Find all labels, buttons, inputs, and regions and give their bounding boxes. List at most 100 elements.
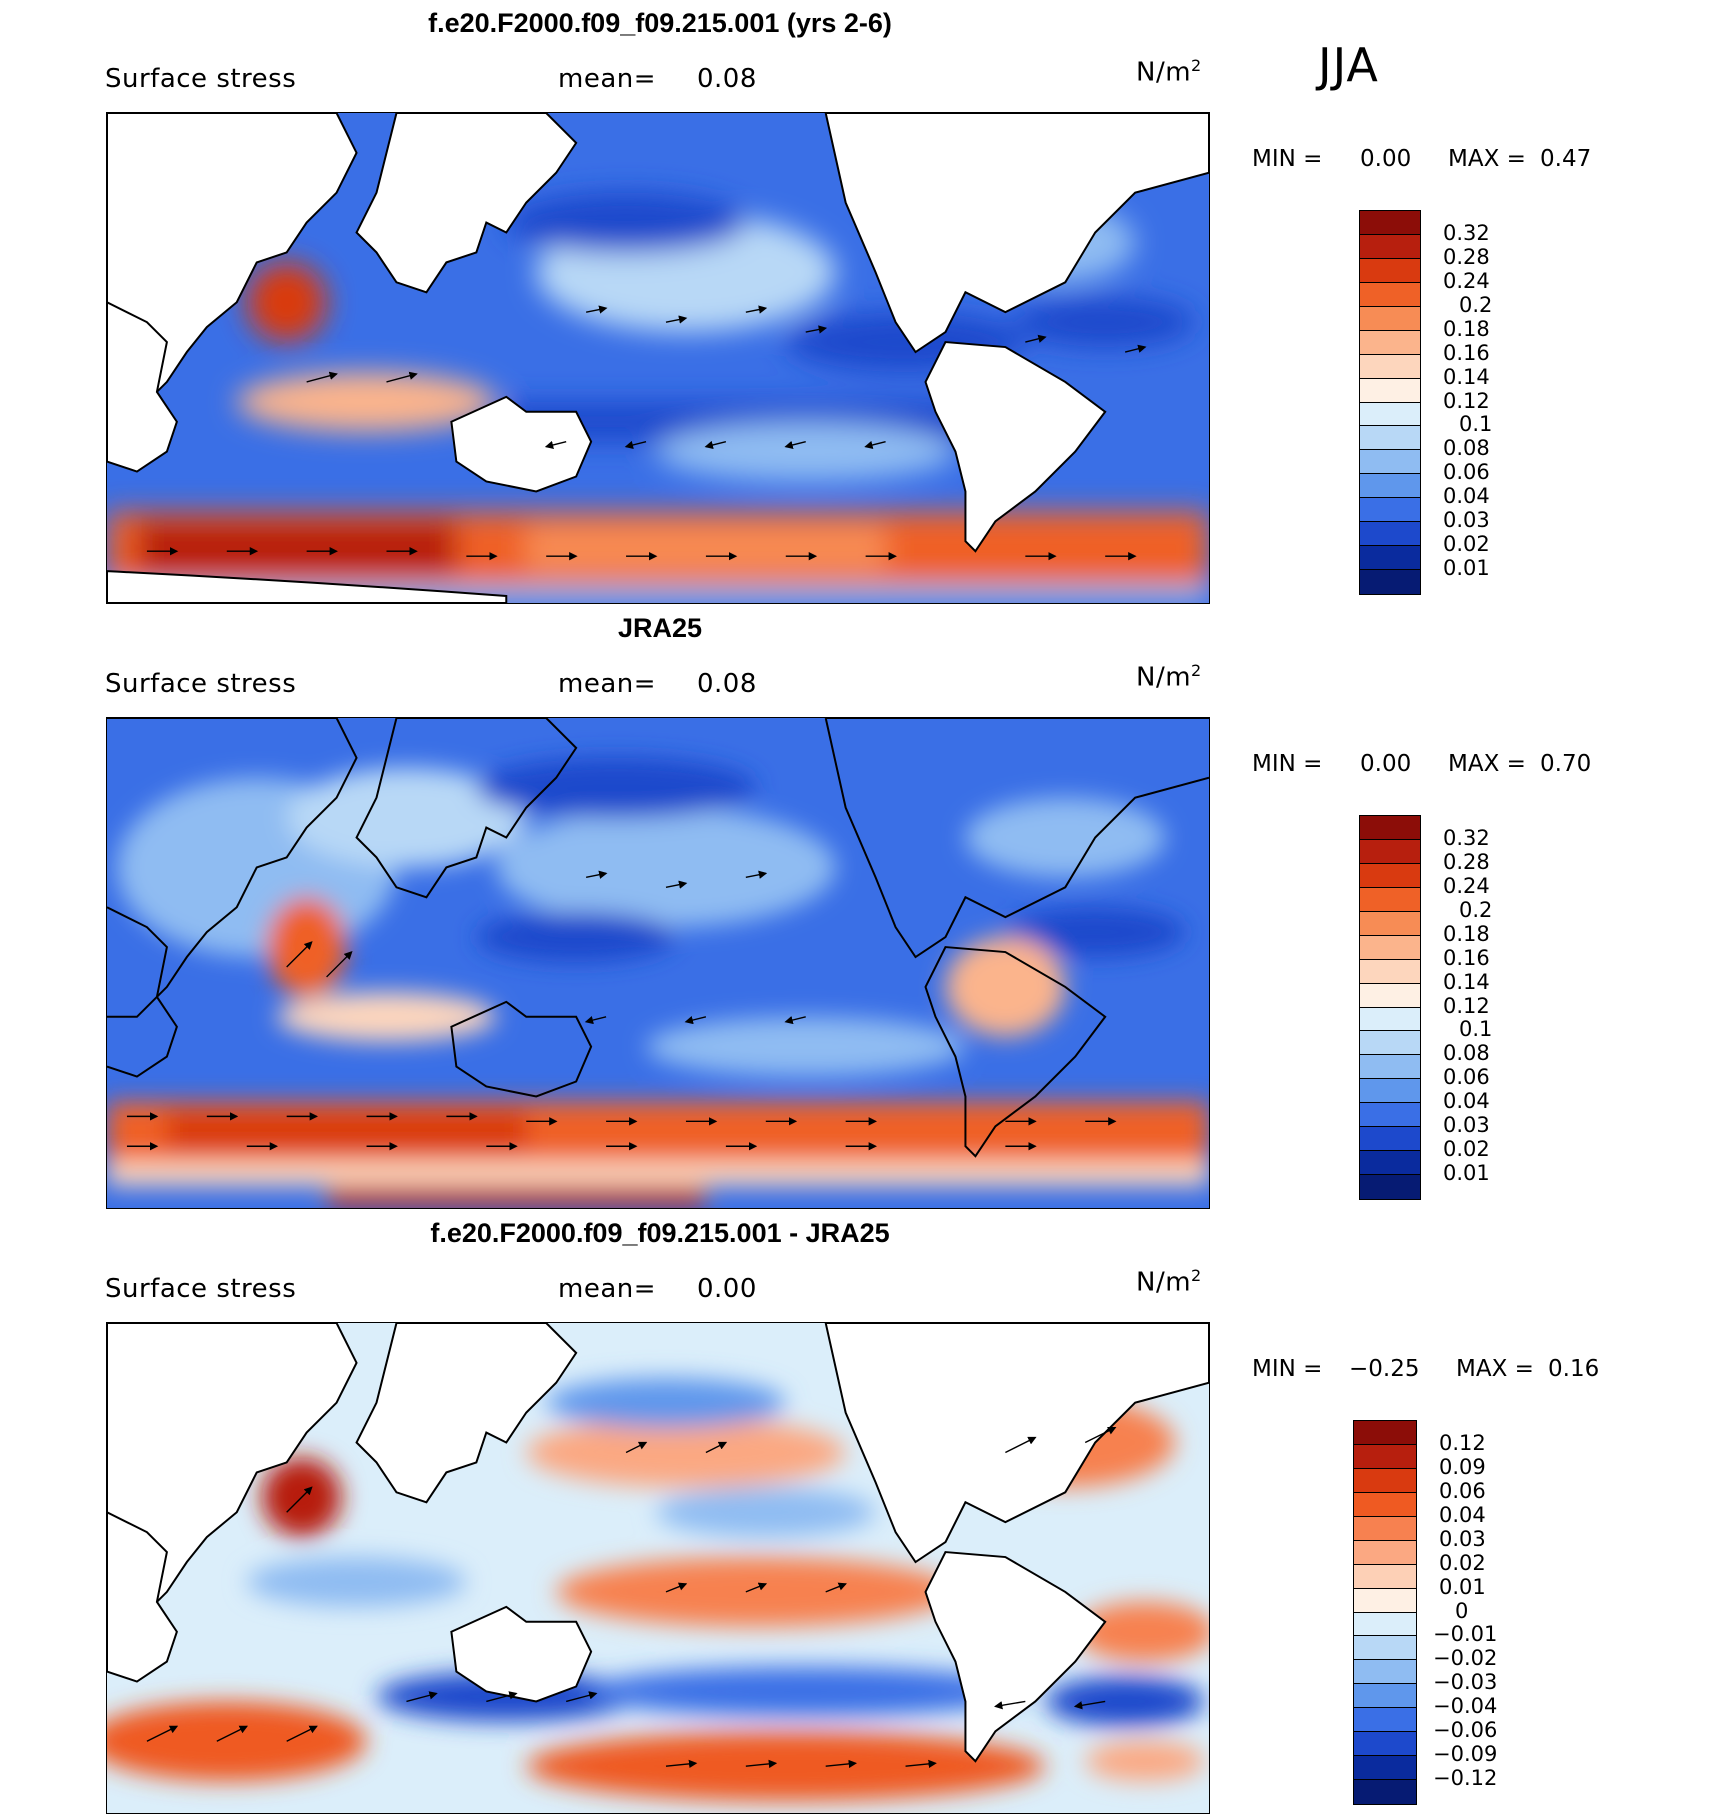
- colorbar-tick-label: 0.03: [1443, 508, 1490, 533]
- colorbar-tick-label: 0.1: [1459, 1017, 1493, 1042]
- colorbar-tick-label: 0.01: [1443, 1161, 1490, 1186]
- map-difference: [106, 1322, 1210, 1814]
- colorbar-tick-label: 0.12: [1443, 388, 1490, 413]
- colorbar-tick-label: 0.12: [1439, 1430, 1486, 1455]
- colorbar-swatch: [1354, 1660, 1416, 1685]
- colorbar-tick-label: −0.03: [1433, 1670, 1498, 1695]
- colorbar-swatch: [1360, 354, 1420, 379]
- colorbar-swatch: [1360, 474, 1420, 499]
- map-svg: [107, 718, 1209, 1208]
- colorbar-tick-label: 0.28: [1443, 849, 1490, 874]
- panel-difference: f.e20.F2000.f09_f09.215.001 - JRA25 Surf…: [0, 1210, 1710, 1815]
- colorbar-tick-label: −0.09: [1433, 1742, 1498, 1767]
- colorbar-swatch: [1360, 935, 1420, 960]
- colorbar-tick-label: −0.06: [1433, 1718, 1498, 1743]
- season-label: JJA: [1318, 38, 1379, 92]
- colorbar-swatch: [1360, 959, 1420, 984]
- mean-label: mean=: [558, 1274, 657, 1304]
- units-label: N/m2: [1136, 661, 1202, 693]
- max-label: MAX =: [1448, 146, 1526, 172]
- colorbar-tick-label: 0.01: [1439, 1574, 1486, 1599]
- colorbar-swatch: [1360, 282, 1420, 307]
- colorbar-swatch: [1354, 1756, 1416, 1781]
- colorbar-tick-label: 0.04: [1443, 1089, 1490, 1114]
- colorbar-swatch: [1360, 378, 1420, 403]
- colorbar-box: [1359, 815, 1421, 1200]
- colorbar-tick-label: 0.18: [1443, 316, 1490, 341]
- variable-label: Surface stress: [105, 64, 297, 94]
- panel-title: JRA25: [617, 613, 703, 643]
- map-svg: [107, 113, 1209, 603]
- colorbar-swatch: [1354, 1684, 1416, 1709]
- colorbar-tick-label: 0.03: [1443, 1113, 1490, 1138]
- colorbar-tick-label: 0.2: [1459, 292, 1493, 317]
- colorbar-tick-label: 0.16: [1443, 340, 1490, 365]
- colorbar-swatch: [1360, 402, 1420, 427]
- max-value: 0.47: [1540, 146, 1592, 172]
- colorbar-swatch: [1360, 863, 1420, 888]
- min-label: MIN =: [1252, 1356, 1323, 1382]
- map-model: [106, 112, 1210, 604]
- max-value: 0.16: [1548, 1356, 1600, 1382]
- colorbar-tick-label: 0.28: [1443, 244, 1490, 269]
- variable-label: Surface stress: [105, 669, 297, 699]
- map-svg: [107, 1323, 1209, 1813]
- colorbar-swatch: [1354, 1588, 1416, 1613]
- colorbar-tick-label: 0.24: [1443, 873, 1490, 898]
- colorbar-tick-label: −0.04: [1433, 1694, 1498, 1719]
- colorbar-swatch: [1360, 211, 1420, 235]
- colorbar-swatch: [1354, 1516, 1416, 1541]
- colorbar-tick-label: 0.04: [1439, 1502, 1486, 1527]
- colorbar-tick-label: 0.04: [1443, 484, 1490, 509]
- colorbar-swatch: [1360, 306, 1420, 331]
- colorbar-swatch: [1354, 1636, 1416, 1661]
- colorbar-tick-label: 0.08: [1443, 436, 1490, 461]
- colorbar-tick-label: 0.08: [1443, 1041, 1490, 1066]
- colorbar-swatch: [1354, 1444, 1416, 1469]
- colorbar-swatch: [1354, 1780, 1416, 1804]
- colorbar-tick-label: 0.18: [1443, 921, 1490, 946]
- min-label: MIN =: [1252, 146, 1323, 172]
- colorbar-swatch: [1360, 1103, 1420, 1128]
- panel-title: f.e20.F2000.f09_f09.215.001 - JRA25: [430, 1218, 890, 1248]
- colorbar-swatch: [1360, 1079, 1420, 1104]
- variable-label: Surface stress: [105, 1274, 297, 1304]
- colorbar-swatch: [1360, 1007, 1420, 1032]
- min-value: 0.00: [1360, 146, 1412, 172]
- mean-value: 0.00: [697, 1274, 757, 1304]
- units-label: N/m2: [1136, 56, 1202, 88]
- min-label: MIN =: [1252, 751, 1323, 777]
- colorbar-swatch: [1360, 522, 1420, 547]
- colorbar-swatch: [1354, 1732, 1416, 1757]
- colorbar-swatch: [1360, 1175, 1420, 1199]
- colorbar-swatch: [1354, 1564, 1416, 1589]
- colorbar-tick-label: 0.01: [1443, 556, 1490, 581]
- colorbar-swatch: [1360, 234, 1420, 259]
- colorbar-tick-label: 0.06: [1443, 460, 1490, 485]
- colorbar-tick-label: 0.32: [1443, 220, 1490, 245]
- colorbar-swatch: [1354, 1708, 1416, 1733]
- colorbar-swatch: [1360, 450, 1420, 475]
- units-label: N/m2: [1136, 1266, 1202, 1298]
- colorbar-tick-label: 0.06: [1439, 1478, 1486, 1503]
- colorbar-swatch: [1360, 911, 1420, 936]
- panel-observation: JRA25 Surface stress mean= 0.08 N/m2: [0, 605, 1710, 1210]
- colorbar-tick-label: 0.32: [1443, 825, 1490, 850]
- colorbar-tick-label: 0.24: [1443, 268, 1490, 293]
- colorbar-swatch: [1360, 1151, 1420, 1176]
- colorbar-swatch: [1360, 816, 1420, 840]
- colorbar-swatch: [1360, 498, 1420, 523]
- colorbar-tick-label: 0.02: [1439, 1550, 1486, 1575]
- colorbar-box: [1359, 210, 1421, 595]
- mean-value: 0.08: [697, 64, 757, 94]
- colorbar-tick-label: 0.09: [1439, 1454, 1486, 1479]
- colorbar-swatch: [1360, 887, 1420, 912]
- mean-label: mean=: [558, 669, 657, 699]
- colorbar-tick-label: 0.03: [1439, 1526, 1486, 1551]
- colorbar-swatch: [1354, 1421, 1416, 1445]
- colorbar-tick-label: −0.12: [1433, 1766, 1498, 1791]
- colorbar-swatch: [1360, 570, 1420, 594]
- colorbar-swatch: [1354, 1468, 1416, 1493]
- colorbar-tick-label: −0.02: [1433, 1646, 1498, 1671]
- colorbar-tick-label: 0.14: [1443, 364, 1490, 389]
